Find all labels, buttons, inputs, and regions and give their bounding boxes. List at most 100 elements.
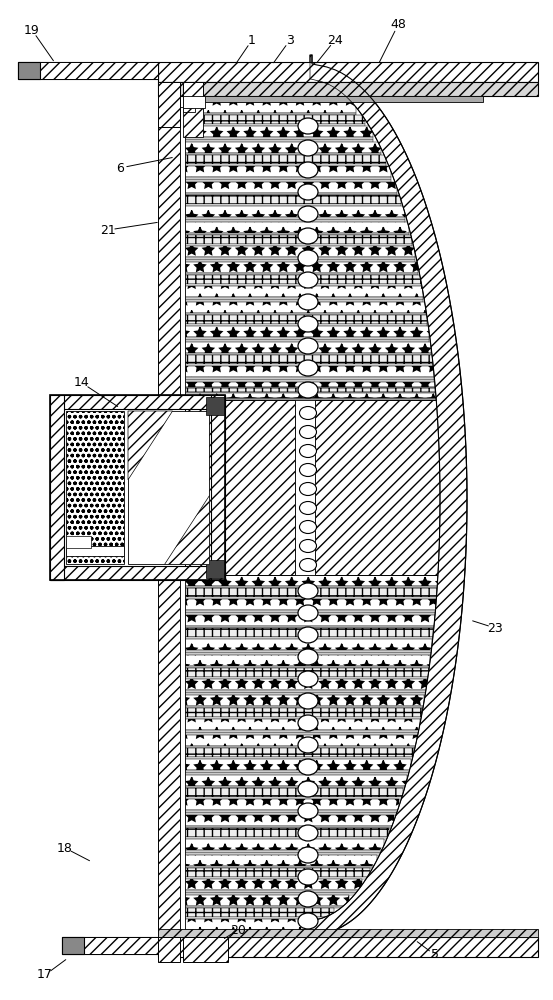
Bar [185,126,373,137]
Bar [185,324,427,326]
Bar [185,315,427,324]
Ellipse shape [298,583,318,599]
Bar [185,206,405,217]
Bar [185,273,418,275]
Bar [185,917,335,919]
Bar [185,730,420,733]
Bar [185,575,437,586]
Ellipse shape [300,406,316,420]
Ellipse shape [298,140,318,156]
Bar [185,399,436,400]
Bar [180,107,185,402]
Bar [185,102,356,113]
Bar [185,650,432,653]
Ellipse shape [298,869,318,885]
Bar [185,342,431,353]
Bar [185,377,434,380]
Bar [185,113,356,115]
Bar [185,599,436,610]
Text: 14: 14 [74,376,90,389]
Ellipse shape [298,382,318,398]
Bar [185,244,412,246]
Bar [185,177,391,180]
Bar [158,82,180,127]
Bar [185,260,415,262]
Text: 19: 19 [24,23,40,36]
Bar [185,246,415,257]
Bar [50,395,225,580]
Bar [185,195,401,204]
Bar [185,893,362,895]
Bar [185,380,434,382]
Ellipse shape [298,847,318,863]
Bar [185,137,373,140]
Ellipse shape [298,891,318,907]
Text: 48: 48 [390,18,406,31]
Bar [185,337,429,340]
Bar [185,142,380,153]
Polygon shape [128,411,173,480]
Bar [185,586,437,588]
Bar [185,193,397,195]
Ellipse shape [298,649,318,665]
Bar [185,757,414,759]
Bar [185,398,436,399]
Bar [185,695,424,706]
Text: 3: 3 [286,33,294,46]
Ellipse shape [298,715,318,731]
Bar [185,233,409,235]
Bar [185,853,384,855]
Bar [185,382,435,387]
Bar [185,933,310,935]
Bar [50,395,225,409]
Bar [185,708,422,717]
Bar [183,82,203,112]
Bar [158,107,180,402]
Bar [185,775,407,786]
Bar [185,930,310,933]
Text: 5: 5 [431,948,439,962]
Bar [185,400,295,575]
Text: 17: 17 [37,968,53,982]
Bar [185,810,399,813]
Ellipse shape [298,781,318,797]
Bar [185,326,429,337]
Bar [185,666,430,668]
Bar [185,140,373,142]
Bar [185,387,435,388]
Bar [185,773,411,775]
Bar [185,839,384,850]
Text: 1: 1 [248,33,256,46]
Bar [185,220,405,222]
Bar [185,155,386,164]
Ellipse shape [298,671,318,687]
Ellipse shape [298,693,318,709]
Ellipse shape [300,558,316,572]
Bar [185,855,377,866]
Bar [185,392,435,393]
Bar [185,679,427,690]
Bar [185,300,423,302]
Bar [185,733,420,735]
Bar [40,62,158,79]
Text: 20: 20 [230,924,246,936]
Bar [185,879,362,890]
Bar [185,302,425,313]
Bar [185,748,414,757]
Bar [295,400,315,575]
Bar [158,937,180,962]
Bar [185,797,403,799]
Ellipse shape [298,360,318,376]
Bar [185,204,401,206]
Bar [185,770,411,773]
Bar [185,717,422,719]
Ellipse shape [298,118,318,134]
Ellipse shape [298,737,318,753]
Bar [158,937,538,957]
Text: 23: 23 [487,621,503,635]
Bar [18,62,40,79]
Bar [185,124,365,126]
Bar [185,895,349,906]
Ellipse shape [298,627,318,643]
Bar [185,735,416,746]
